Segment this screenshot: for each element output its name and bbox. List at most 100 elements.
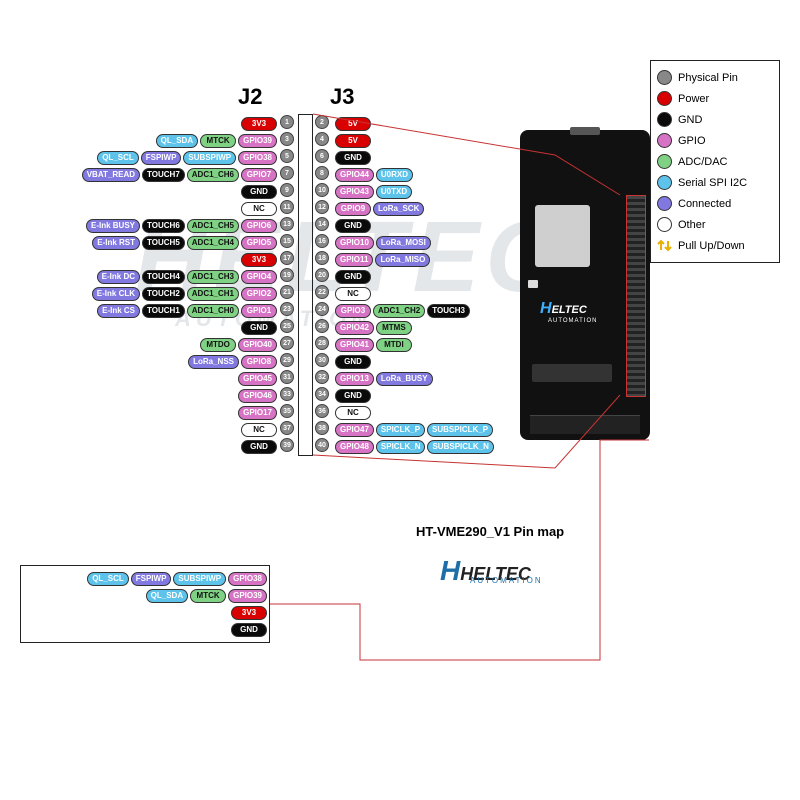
pin-label-touch6: TOUCH6: [142, 219, 185, 233]
physical-pin-19: 19: [280, 268, 294, 282]
physical-pin-16: 16: [315, 234, 329, 248]
legend-adc-dac: ADC/DAC: [657, 151, 773, 172]
physical-pin-22: 22: [315, 285, 329, 299]
j2-row-31: GPIO45: [8, 370, 278, 387]
pin-label-gpio17: GPIO17: [238, 406, 277, 420]
j2-row-37: NC: [8, 421, 278, 438]
sub-row-2: 3V3: [22, 604, 268, 621]
j3-row-38: GPIO47SPICLK_PSUBSPICLK_P: [334, 421, 494, 438]
pin-label-e-ink-cs: E-Ink CS: [97, 304, 140, 318]
pin-label-e-ink-clk: E-Ink CLK: [92, 287, 140, 301]
physical-pin-11: 11: [280, 200, 294, 214]
j2-row-17: 3V3: [8, 251, 278, 268]
pin-label-gpio40: GPIO40: [238, 338, 277, 352]
physical-pin-5: 5: [280, 149, 294, 163]
pin-label-gpio10: GPIO10: [335, 236, 374, 250]
j2-row-29: LoRa_NSSGPIO8: [8, 353, 278, 370]
pin-label-ql-scl: QL_SCL: [97, 151, 139, 165]
pin-label-mtdo: MTDO: [200, 338, 236, 352]
j2-row-7: VBAT_READTOUCH7ADC1_CH6GPIO7: [8, 166, 278, 183]
physical-pin-9: 9: [280, 183, 294, 197]
sub-row-0: QL_SCLFSPIWPSUBSPIWPGPIO38: [22, 570, 268, 587]
pin-label-gnd: GND: [335, 355, 371, 369]
j3-row-34: GND: [334, 387, 372, 404]
j3-header: J3: [330, 84, 354, 110]
legend-power: Power: [657, 88, 773, 109]
pin-label-gpio1: GPIO1: [241, 304, 277, 318]
j3-row-10: GPIO43U0TXD: [334, 183, 413, 200]
physical-pin-3: 3: [280, 132, 294, 146]
physical-pin-25: 25: [280, 319, 294, 333]
pin-label-gpio38: GPIO38: [238, 151, 277, 165]
j3-row-18: GPIO11LoRa_MISO: [334, 251, 431, 268]
j2-row-33: GPIO46: [8, 387, 278, 404]
j3-row-32: GPIO13LoRa_BUSY: [334, 370, 434, 387]
j2-row-27: MTDOGPIO40: [8, 336, 278, 353]
pin-label-adc1-ch0: ADC1_CH0: [187, 304, 239, 318]
j2-row-1: 3V3: [8, 115, 278, 132]
pin-label-touch3: TOUCH3: [427, 304, 470, 318]
j3-row-12: GPIO9LoRa_SCK: [334, 200, 425, 217]
j3-row-40: GPIO48SPICLK_NSUBSPICLK_N: [334, 438, 495, 455]
pin-label-ql-sda: QL_SDA: [146, 589, 188, 603]
pin-label-nc: NC: [335, 287, 371, 301]
j2-row-39: GND: [8, 438, 278, 455]
j2-row-5: QL_SCLFSPIWPSUBSPIWPGPIO38: [8, 149, 278, 166]
physical-pin-39: 39: [280, 438, 294, 452]
physical-pin-20: 20: [315, 268, 329, 282]
pin-label-e-ink-rst: E-Ink RST: [92, 236, 140, 250]
pin-label-gpio5: GPIO5: [241, 236, 277, 250]
j3-row-16: GPIO10LoRa_MOSI: [334, 234, 432, 251]
j3-row-36: NC: [334, 404, 372, 421]
pin-label-gnd: GND: [335, 389, 371, 403]
pin-label-u0rxd: U0RXD: [376, 168, 413, 182]
pin-label-subspiwp: SUBSPIWP: [173, 572, 226, 586]
board-photo: HELTEC AUTOMATION: [520, 130, 650, 440]
pin-label-gpio45: GPIO45: [238, 372, 277, 386]
legend-connected: Connected: [657, 193, 773, 214]
pin-label-mtms: MTMS: [376, 321, 412, 335]
pin-label-gpio48: GPIO48: [335, 440, 374, 454]
pin-label-gpio4: GPIO4: [241, 270, 277, 284]
pin-label-subspiwp: SUBSPIWP: [183, 151, 236, 165]
pin-label-lora-mosi: LoRa_MOSI: [376, 236, 431, 250]
sub-row-3: GND: [22, 621, 268, 638]
pin-label-gpio7: GPIO7: [241, 168, 277, 182]
pin-label-gpio8: GPIO8: [241, 355, 277, 369]
pin-label-gpio6: GPIO6: [241, 219, 277, 233]
physical-pin-30: 30: [315, 353, 329, 367]
pin-label-touch2: TOUCH2: [142, 287, 185, 301]
pin-label-5v: 5V: [335, 117, 371, 131]
pin-label-e-ink-dc: E-Ink DC: [97, 270, 140, 284]
pin-label-3v3: 3V3: [231, 606, 267, 620]
pin-label-adc1-ch2: ADC1_CH2: [373, 304, 425, 318]
pin-label-gpio3: GPIO3: [335, 304, 371, 318]
j3-row-30: GND: [334, 353, 372, 370]
physical-pin-10: 10: [315, 183, 329, 197]
connector-outline: [298, 114, 313, 456]
physical-pin-35: 35: [280, 404, 294, 418]
pin-label-nc: NC: [241, 423, 277, 437]
physical-pin-36: 36: [315, 404, 329, 418]
physical-pin-13: 13: [280, 217, 294, 231]
j2-row-13: E-Ink BUSYTOUCH6ADC1_CH5GPIO6: [8, 217, 278, 234]
pin-label-gnd: GND: [241, 440, 277, 454]
j3-row-4: 5V: [334, 132, 372, 149]
pin-label-lora-busy: LoRa_BUSY: [376, 372, 433, 386]
pin-label-adc1-ch4: ADC1_CH4: [187, 236, 239, 250]
physical-pin-7: 7: [280, 166, 294, 180]
pin-label-touch1: TOUCH1: [142, 304, 185, 318]
physical-pin-32: 32: [315, 370, 329, 384]
j2-row-23: E-Ink CSTOUCH1ADC1_CH0GPIO1: [8, 302, 278, 319]
pin-label-gpio46: GPIO46: [238, 389, 277, 403]
pin-label-adc1-ch6: ADC1_CH6: [187, 168, 239, 182]
physical-pin-2: 2: [315, 115, 329, 129]
physical-pin-40: 40: [315, 438, 329, 452]
pin-label-gpio39: GPIO39: [228, 589, 267, 603]
pin-label-nc: NC: [335, 406, 371, 420]
physical-pin-31: 31: [280, 370, 294, 384]
pin-label-subspiclk-n: SUBSPICLK_N: [427, 440, 493, 454]
physical-pin-17: 17: [280, 251, 294, 265]
pin-label-gnd: GND: [241, 321, 277, 335]
pin-label-mtdi: MTDI: [376, 338, 412, 352]
